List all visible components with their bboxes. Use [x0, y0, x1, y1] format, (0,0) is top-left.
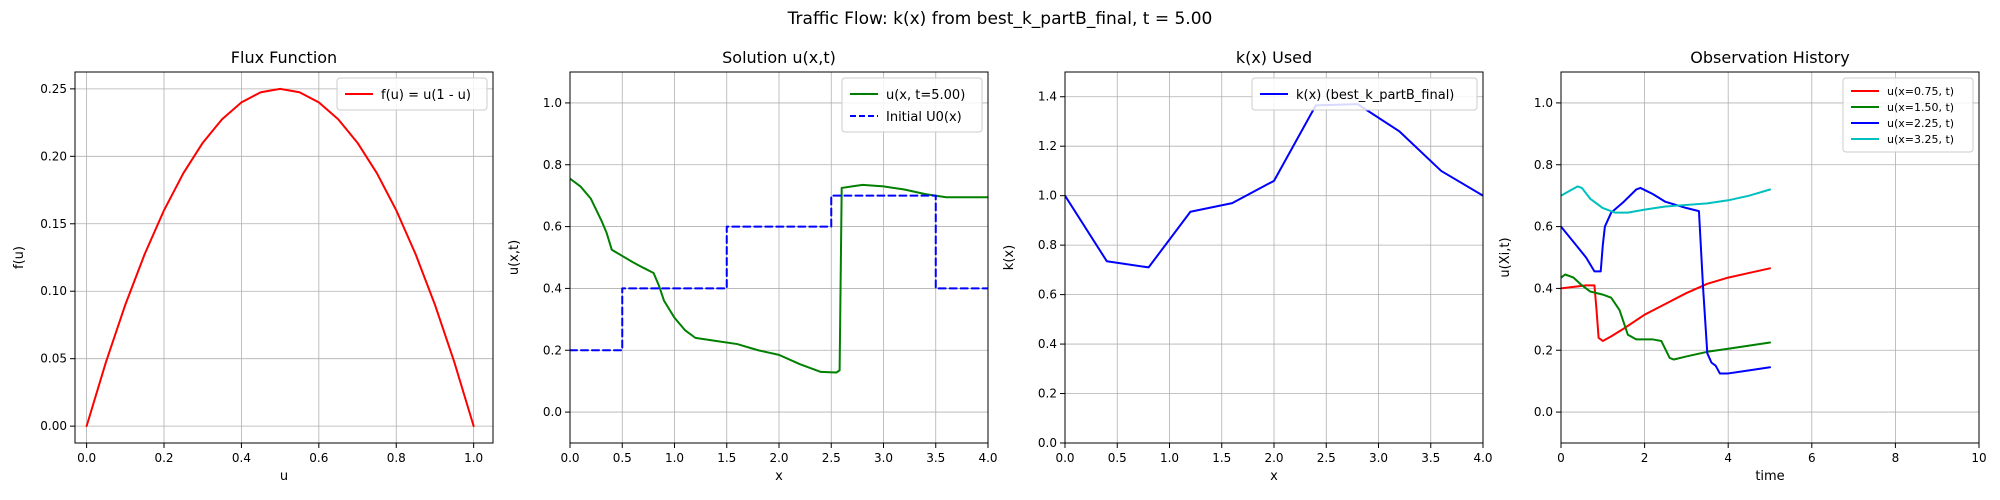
flux-xtick-label-4: 0.8 [387, 451, 406, 465]
kx-legend-label-0: k(x) (best_k_partB_final) [1296, 88, 1454, 103]
solution-xtick-label-3: 1.5 [717, 451, 736, 465]
observations-xtick-label-2: 4 [1724, 451, 1732, 465]
observations-ytick-label-0: 0.0 [1534, 405, 1553, 419]
solution-xtick-label-4: 2.0 [769, 451, 788, 465]
solution-series-line-0 [570, 177, 988, 374]
observations-xtick-label-0: 0 [1557, 451, 1565, 465]
observations-series-line-2 [1561, 186, 1771, 375]
kx-ytick-label-2: 0.4 [1038, 337, 1057, 351]
flux-legend-label-0: f(u) = u(1 - u) [381, 88, 471, 103]
flux-ytick-label-5: 0.25 [40, 82, 67, 96]
kx-series-line-0 [1065, 103, 1483, 269]
flux-series-line-0 [85, 87, 475, 428]
flux-xtick-label-3: 0.6 [309, 451, 328, 465]
kx-xtick-label-2: 1.0 [1160, 451, 1179, 465]
kx-xlabel: x [1270, 469, 1278, 484]
solution-ytick-label-1: 0.2 [543, 343, 562, 357]
flux-xtick-label-0: 0.0 [77, 451, 96, 465]
observations-series-line-0 [1561, 267, 1771, 342]
solution-xtick-label-7: 3.5 [926, 451, 945, 465]
solution-legend-label-0: u(x, t=5.00) [886, 88, 965, 103]
observations-xtick-label-1: 2 [1641, 451, 1649, 465]
flux-ytick-label-0: 0.00 [40, 419, 67, 433]
flux-ytick-label-3: 0.15 [40, 217, 67, 231]
kx-ytick-label-6: 1.2 [1038, 139, 1057, 153]
solution-xtick-label-8: 4.0 [978, 451, 997, 465]
flux-title: Flux Function [231, 48, 337, 67]
kx-xtick-label-7: 3.5 [1421, 451, 1440, 465]
solution-xtick-label-5: 2.5 [822, 451, 841, 465]
solution-xtick-label-0: 0.0 [560, 451, 579, 465]
kx-xtick-label-0: 0.0 [1055, 451, 1074, 465]
flux-ytick-label-1: 0.05 [40, 352, 67, 366]
observations-legend-label-3: u(x=3.25, t) [1887, 133, 1954, 146]
axes-k-of-x: 0.0 0.5 1.0 1.5 2.0 2.5 3.0 3.5 4.0 0.0 0.2 0.4 0.6 0… [1002, 48, 1493, 484]
kx-ylabel: k(x) [1002, 245, 1017, 270]
flux-axes-frame [74, 71, 494, 444]
solution-xlabel: x [775, 469, 783, 484]
solution-xtick-label-1: 0.5 [613, 451, 632, 465]
solution-xtick-label-2: 1.0 [665, 451, 684, 465]
observations-ytick-label-1: 0.2 [1534, 343, 1553, 357]
observations-ytick-label-5: 1.0 [1534, 96, 1553, 110]
kx-ytick-label-7: 1.4 [1038, 90, 1057, 104]
kx-xtick-label-1: 0.5 [1108, 451, 1127, 465]
solution-ytick-label-5: 1.0 [543, 96, 562, 110]
kx-ytick-label-1: 0.2 [1038, 387, 1057, 401]
observations-axes-frame [1560, 71, 1980, 444]
observations-xlabel: time [1755, 469, 1784, 484]
flux-xtick-label-2: 0.4 [232, 451, 251, 465]
axes-observation-history: 0 2 4 6 8 10 0.0 0.2 0.4 0.6 0.8 1.0 Observation His… [1498, 48, 1987, 484]
observations-ylabel: u(Xi,t) [1498, 237, 1513, 277]
observations-series-line-3 [1561, 185, 1771, 214]
flux-xtick-label-1: 0.2 [154, 451, 173, 465]
observations-legend-label-1: u(x=1.50, t) [1887, 101, 1954, 114]
kx-xtick-label-5: 2.5 [1317, 451, 1336, 465]
solution-ytick-label-0: 0.0 [543, 405, 562, 419]
observations-xtick-label-4: 8 [1892, 451, 1900, 465]
observations-title: Observation History [1690, 48, 1849, 67]
kx-ytick-label-5: 1.0 [1038, 189, 1057, 203]
kx-ytick-label-4: 0.8 [1038, 238, 1057, 252]
observations-ytick-label-4: 0.8 [1534, 158, 1553, 172]
observations-legend [1842, 77, 1974, 153]
axes-solution: 0.0 0.5 1.0 1.5 2.0 2.5 3.0 3.5 4.0 0.0 0.2 0.4 0.6 0… [507, 48, 998, 484]
kx-xtick-label-6: 3.0 [1369, 451, 1388, 465]
observations-legend-label-2: u(x=2.25, t) [1887, 117, 1954, 130]
kx-title: k(x) Used [1236, 48, 1312, 67]
flux-xtick-label-5: 1.0 [464, 451, 483, 465]
solution-xtick-label-6: 3.0 [874, 451, 893, 465]
figure-suptitle: Traffic Flow: k(x) from best_k_partB_fin… [787, 9, 1213, 29]
kx-ytick-label-3: 0.6 [1038, 288, 1057, 302]
kx-xtick-label-3: 1.5 [1212, 451, 1231, 465]
observations-xtick-label-5: 10 [1971, 451, 1986, 465]
flux-legend [336, 77, 488, 111]
solution-legend-label-1: Initial U0(x) [886, 110, 962, 125]
kx-xtick-label-4: 2.0 [1264, 451, 1283, 465]
kx-ytick-label-0: 0.0 [1038, 436, 1057, 450]
solution-legend [841, 77, 983, 133]
flux-xlabel: u [280, 469, 288, 484]
solution-ytick-label-2: 0.4 [543, 281, 562, 295]
kx-legend [1251, 77, 1478, 111]
flux-ytick-label-2: 0.10 [40, 284, 67, 298]
kx-xtick-label-8: 4.0 [1473, 451, 1492, 465]
solution-title: Solution u(x,t) [722, 48, 836, 67]
solution-series-line-1 [570, 194, 988, 352]
observations-series-line-1 [1561, 273, 1771, 361]
axes-flux-function: 0.0 0.2 0.4 0.6 0.8 1.0 0.00 0.05 0.10 0.15 0.20 0.… [12, 48, 494, 484]
solution-ytick-label-4: 0.8 [543, 158, 562, 172]
observations-legend-label-0: u(x=0.75, t) [1887, 85, 1954, 98]
observations-xtick-label-3: 6 [1808, 451, 1816, 465]
solution-ytick-label-3: 0.6 [543, 220, 562, 234]
solution-ylabel: u(x,t) [507, 240, 522, 275]
flux-ylabel: f(u) [12, 246, 27, 269]
observations-ytick-label-2: 0.4 [1534, 281, 1553, 295]
flux-ytick-label-4: 0.20 [40, 149, 67, 163]
observations-ytick-label-3: 0.6 [1534, 220, 1553, 234]
